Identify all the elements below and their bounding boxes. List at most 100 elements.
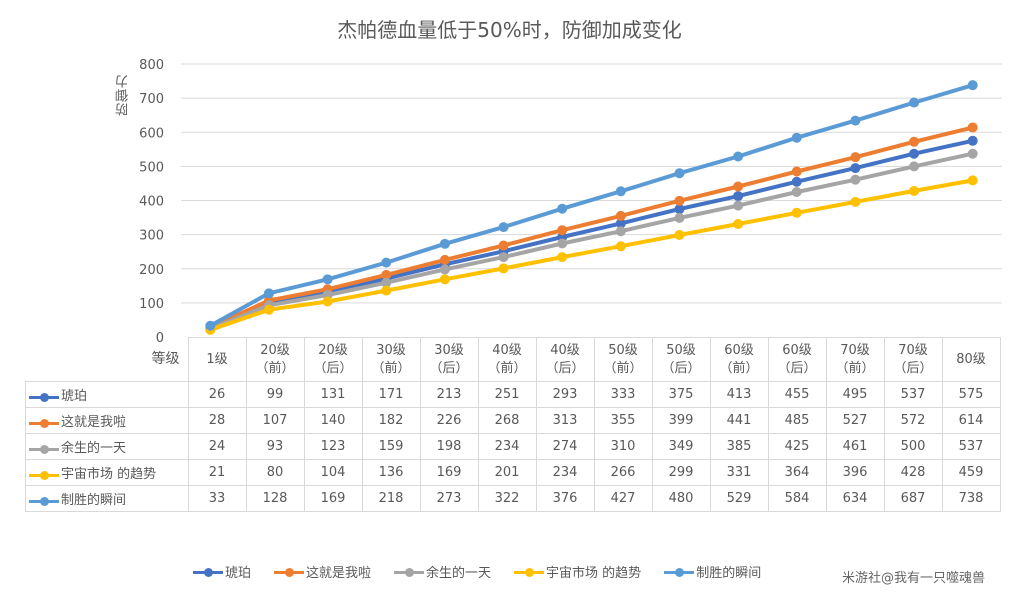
series-line: [209, 138, 974, 330]
data-label: 213: [419, 381, 479, 408]
data-label: 634: [825, 485, 885, 512]
table-row: 这就是我啦 28 107 140 182 226 268 313 355 399 441 485 527…: [25, 407, 1001, 434]
x-tick-label-line: （后）: [313, 360, 353, 376]
data-label: 131: [303, 381, 363, 408]
data-label: 268: [477, 407, 537, 434]
table-row: 余生的一天 24 93 123 159 198 234 274 310 349 385 425 461 5…: [25, 433, 1001, 460]
x-tick-label: 80级: [941, 337, 1001, 382]
data-label: 396: [825, 459, 885, 486]
data-label: 201: [477, 459, 537, 486]
data-label: 169: [303, 485, 363, 512]
table-row: 制胜的瞬间 33 128 169 218 273 322 376 427 480 529 584 634…: [25, 485, 1001, 512]
data-label: 26: [187, 381, 247, 408]
legend-key-icon: [29, 444, 59, 454]
x-tick-label-line: 30级: [376, 342, 406, 358]
data-point: [439, 274, 450, 285]
x-tick-label: 40级 （后）: [535, 337, 595, 382]
legend-label: 琥珀: [225, 566, 252, 581]
data-label: 266: [593, 459, 653, 486]
data-label: 575: [941, 381, 1001, 408]
x-tick-label-line: 40级: [550, 342, 580, 358]
y-tick-label: 400: [139, 195, 164, 210]
x-tick-label-line: （前）: [371, 360, 411, 376]
data-point: [909, 97, 920, 108]
chart-title: 杰帕德血量低于50%时，防御加成变化: [337, 18, 682, 42]
x-tick-label-line: （前）: [487, 360, 527, 376]
data-point: [322, 274, 333, 285]
data-label: 376: [535, 485, 595, 512]
data-label: 28: [187, 407, 247, 434]
data-label: 273: [419, 485, 479, 512]
x-tick-label: 60级 （后）: [767, 337, 827, 382]
data-label: 527: [825, 407, 885, 434]
x-tick-label-line: 50级: [608, 342, 638, 358]
data-point: [615, 218, 626, 229]
data-label: 485: [767, 407, 827, 434]
data-label: 128: [245, 485, 305, 512]
data-point: [909, 185, 920, 196]
x-tick-label: 60级 （前）: [709, 337, 769, 382]
x-tick-label-line: 80级: [956, 351, 986, 367]
data-point: [791, 132, 802, 143]
legend-key-icon: [664, 567, 695, 577]
series-name-cell: 这就是我啦: [25, 407, 189, 434]
data-point: [439, 264, 450, 275]
data-label: 441: [709, 407, 769, 434]
data-point: [967, 80, 978, 91]
data-point: [850, 174, 861, 185]
legend-label: 余生的一天: [426, 566, 492, 581]
x-tick-label-line: （前）: [835, 360, 875, 376]
data-label: 584: [767, 485, 827, 512]
data-point: [791, 186, 802, 197]
legend-key-icon: [274, 567, 305, 577]
x-tick-label-line: （前）: [603, 360, 643, 376]
data-label: 293: [535, 381, 595, 408]
legend-item: 琥珀: [190, 562, 251, 581]
data-point: [733, 151, 744, 162]
y-tick-label: 300: [139, 229, 164, 244]
x-tick-label-line: 70级: [840, 342, 870, 358]
series-name: 宇宙市场 的趋势: [61, 467, 157, 482]
series-name: 琥珀: [61, 389, 88, 404]
data-point: [791, 166, 802, 177]
data-label: 107: [245, 407, 305, 434]
data-label: 322: [477, 485, 537, 512]
x-tick-label: 20级 （前）: [245, 337, 305, 382]
y-tick-label: 700: [139, 92, 164, 107]
y-tick-label: 100: [139, 297, 164, 312]
data-label: 171: [361, 381, 421, 408]
data-point: [733, 219, 744, 230]
x-tick-label-line: （后）: [893, 360, 933, 376]
data-label: 529: [709, 485, 769, 512]
watermark: 米游社@我有一只噬魂兽: [842, 571, 986, 586]
data-label: 226: [419, 407, 479, 434]
data-point: [498, 263, 509, 274]
data-label: 537: [883, 381, 943, 408]
legend-key-icon: [29, 496, 59, 506]
series-line: [209, 151, 974, 331]
legend-key-icon: [394, 567, 425, 577]
data-point: [322, 296, 333, 307]
data-point: [615, 226, 626, 237]
data-point: [850, 163, 861, 174]
data-point: [615, 186, 626, 197]
data-label: 99: [245, 381, 305, 408]
series-line: [209, 178, 974, 332]
x-tick-label: 1级: [187, 337, 247, 382]
data-point: [850, 115, 861, 126]
x-tick-label-line: （前）: [255, 360, 295, 376]
y-tick-label: 800: [139, 58, 164, 73]
series-name-cell: 宇宙市场 的趋势: [25, 459, 189, 486]
x-tick-label-line: 1级: [206, 351, 228, 367]
x-tick-label: 70级 （前）: [825, 337, 885, 382]
data-point: [263, 288, 274, 299]
data-label: 21: [187, 459, 247, 486]
data-point: [674, 212, 685, 223]
x-tick-label: 50级 （后）: [651, 337, 711, 382]
data-label: 274: [535, 433, 595, 460]
x-tick-label: 30级 （前）: [361, 337, 421, 382]
series-line: [209, 125, 974, 330]
series-name: 这就是我啦: [61, 415, 127, 430]
x-axis-label: 等级: [25, 337, 189, 382]
y-tick-label: 600: [139, 126, 164, 141]
